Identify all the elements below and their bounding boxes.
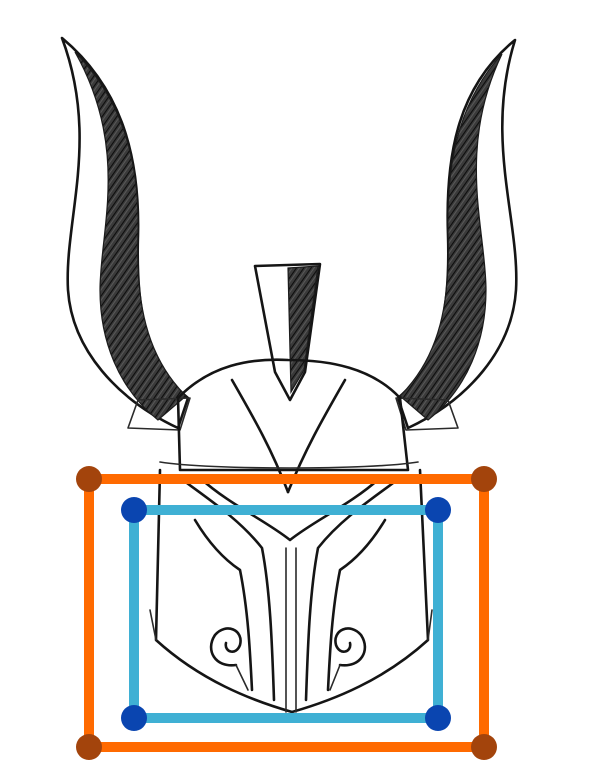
helmet-faceguard [149,468,433,714]
right-spiral [334,627,367,667]
left-spiral [209,627,242,667]
inner-corner-top-left [121,497,147,523]
outer-corner-bottom-right [471,734,497,760]
inner-corner-bottom-right [425,705,451,731]
helmet-dome [159,358,419,494]
outer-corner-top-right [471,466,497,492]
outer-corner-bottom-left [76,734,102,760]
inner-bounding-box [121,497,451,731]
right-horn [395,38,518,431]
left-horn [60,36,191,431]
outer-corner-top-left [76,466,102,492]
inner-corner-bottom-left [121,705,147,731]
helmet-crest [253,262,322,402]
inner-corner-top-right [425,497,451,523]
outer-bounding-box [76,466,497,760]
